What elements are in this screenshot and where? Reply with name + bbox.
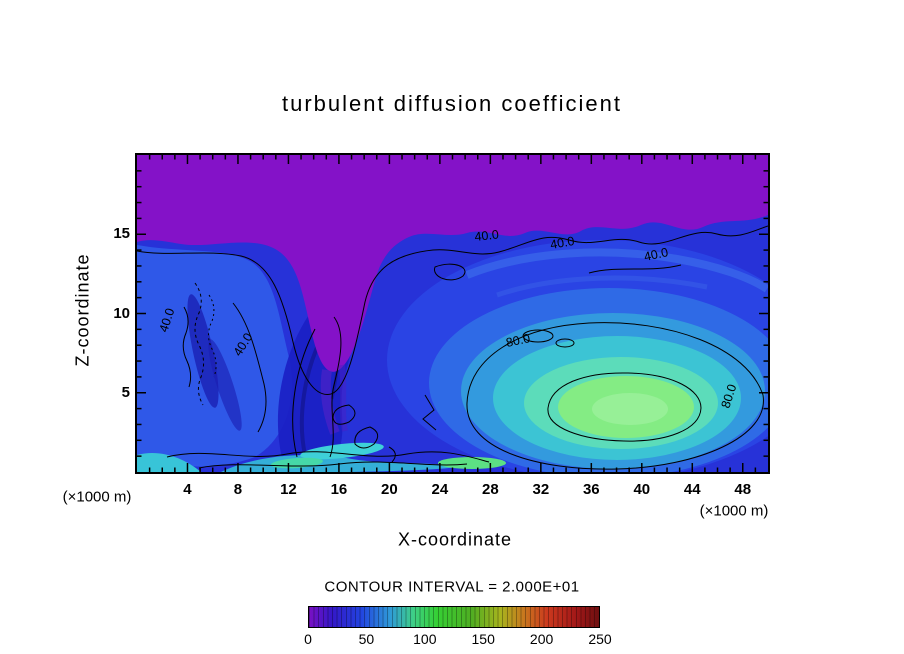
colorbar-tick-label: 250 [588,631,612,647]
contour-label-40-a: 40.0 [474,228,500,244]
contour-40-left [232,302,267,433]
contour-loop-top [434,263,466,281]
navy-streak-1 [187,294,219,408]
contour-small-oval-2 [555,338,575,348]
colorbar-tick-label: 200 [529,631,554,647]
colorbar [308,606,600,628]
contour-label-80-a: 80.0 [505,331,532,350]
contour-mid-zigzag [422,394,437,431]
contour-field: 40.0 40.0 40.0 40.0 40.0 80.0 80.0 [137,155,768,472]
x-tick-label: 16 [330,481,348,498]
contour-40-main [137,225,768,395]
colorbar-tick-label: 150 [471,631,495,647]
colorbar-tick-label: 50 [358,631,375,647]
x-tick-label: 8 [233,481,243,498]
contour-topright [588,264,682,274]
x-tick-label: 32 [532,481,550,498]
x-tick-label: 44 [683,481,701,498]
x-units-right: (×1000 m) [699,502,769,520]
x-units-left: (×1000 m) [62,488,132,506]
contour-left-squiggle-2 [208,294,217,378]
axis-ticks [137,155,768,472]
x-tick-label: 12 [280,481,297,498]
contour-mid-loop-2 [354,426,379,449]
x-tick-label: 40 [633,481,651,498]
contour-mid-2 [329,316,342,458]
x-tick-label: 28 [482,481,499,498]
colorbar-tick-label: 100 [413,631,437,647]
x-tick-label: 24 [431,481,449,498]
bottom-green-sliver [438,457,506,469]
contour-label-40-b: 40.0 [549,234,575,252]
x-tick-label: 36 [582,481,600,498]
vortex-center [592,393,668,425]
streak-2 [496,275,708,298]
transition-streak-2 [339,364,348,432]
y-tick-label: 15 [113,225,130,243]
contour-inner [547,372,702,442]
contour-small-oval-1 [522,329,554,343]
y-tick-label: 10 [113,304,130,322]
contour-interval-note: CONTOUR INTERVAL = 2.000E+01 [324,578,580,596]
contour-mid-1 [292,328,316,458]
y-tick-label: 5 [121,383,130,401]
purple-low-region [137,155,768,372]
colorbar-tick-label: 0 [304,631,312,647]
x-tick-label: 4 [183,481,192,498]
contour-bottom-1 [166,451,490,463]
colorbar-segment-lines [309,607,599,627]
bottom-cyan-left [137,452,201,472]
chart-title: turbulent diffusion coefficient [281,91,623,116]
streak-1 [465,248,768,293]
x-tick-label: 48 [734,481,752,498]
navy-streak-2 [208,339,242,431]
bottom-cyan-streak [300,442,384,460]
contour-label-40-c: 40.0 [643,245,670,264]
contour-mid-3 [388,446,396,463]
contour-80-outer [466,322,764,470]
plot-area: 40.0 40.0 40.0 40.0 40.0 80.0 80.0 [135,153,770,474]
y-axis-label: Z-coordinate [72,253,93,367]
x-axis-label: X-coordinate [397,529,513,550]
contour-mid-loop-1 [332,404,356,425]
contour-left-squiggle-3 [182,306,192,388]
x-tick-label: 20 [381,481,398,498]
dark-streak-1 [299,338,323,456]
